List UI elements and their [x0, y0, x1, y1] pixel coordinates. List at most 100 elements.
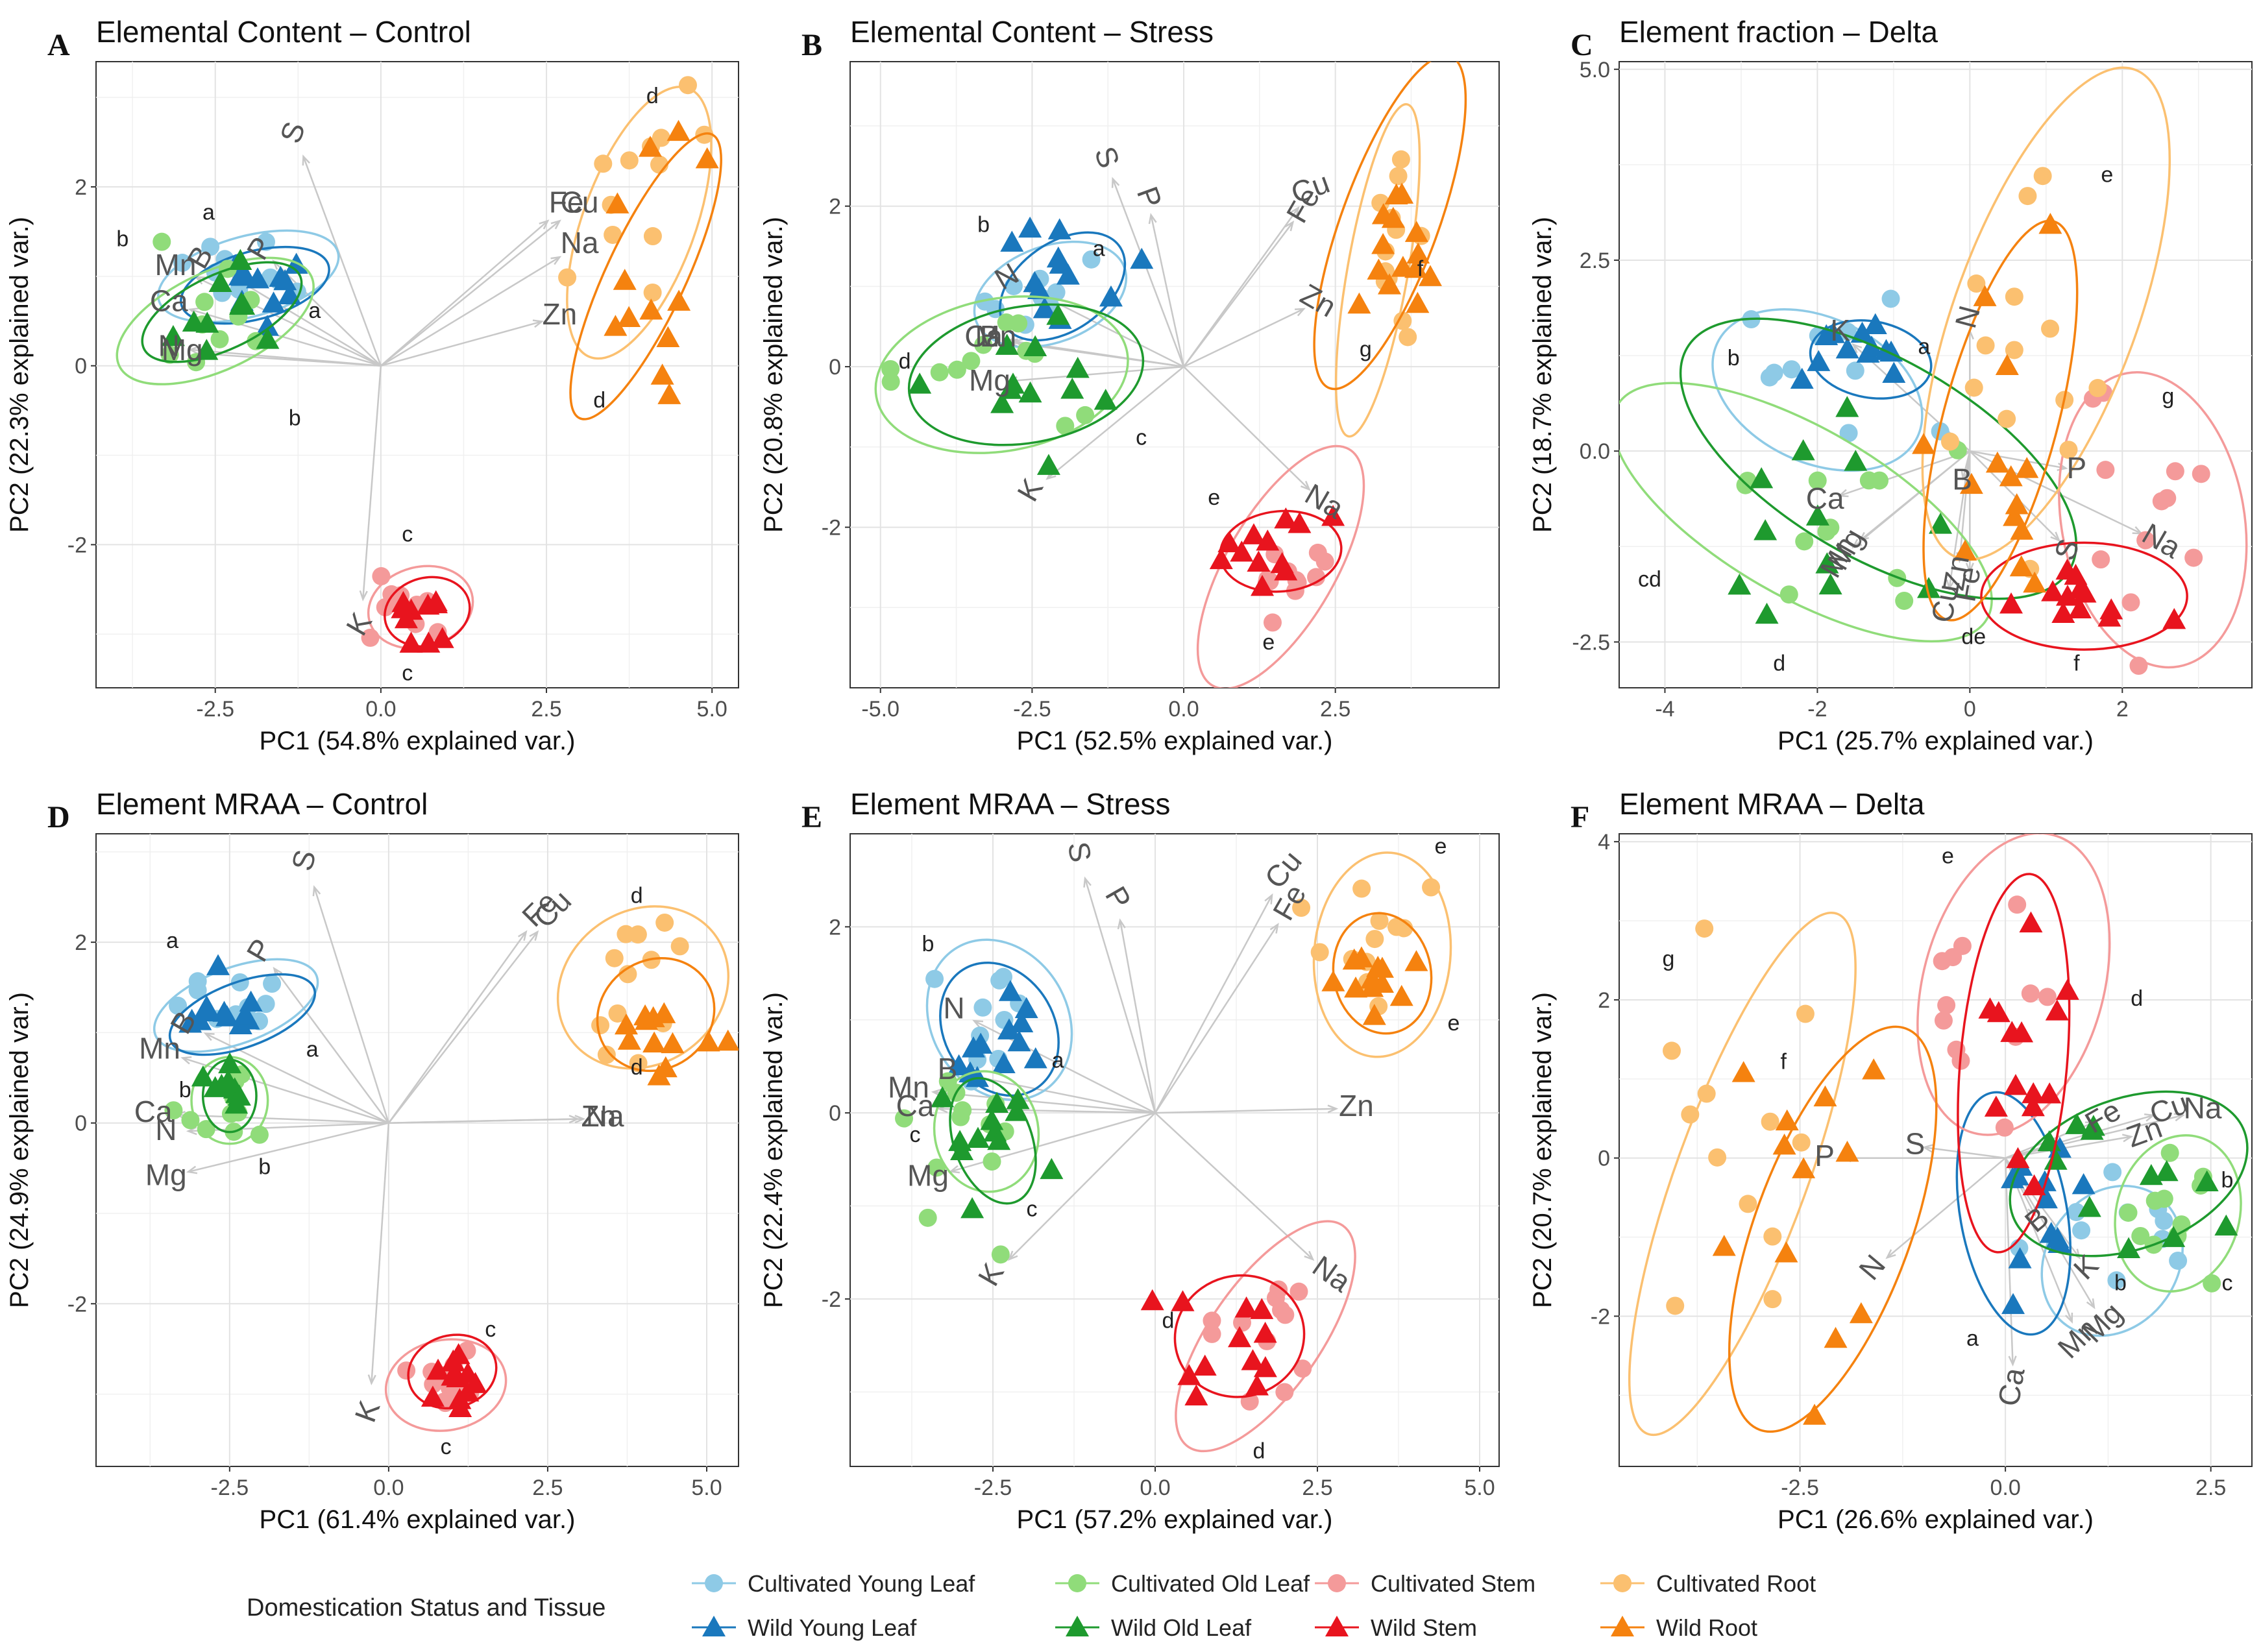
loading-arrowhead	[1946, 579, 1955, 591]
loading-arrow	[1948, 450, 1971, 589]
data-point	[1033, 297, 1057, 319]
panel-title: Element MRAA – Stress	[850, 787, 1170, 821]
data-point	[1060, 378, 1084, 399]
significance-letter: f	[1781, 1049, 1787, 1074]
legend-label: Wild Root	[1656, 1614, 1757, 1641]
data-point	[1978, 997, 2002, 1019]
loading-label: Mg	[907, 1159, 949, 1193]
significance-letter: a	[1918, 334, 1930, 359]
panel-letter: F	[1570, 800, 1589, 834]
data-point	[1731, 1061, 1755, 1082]
loading-label: Mg	[162, 333, 203, 367]
x-tick-label: 0.0	[1990, 1476, 2020, 1500]
loading-arrow	[380, 256, 561, 367]
data-point	[1895, 591, 1914, 610]
data-point	[2046, 1226, 2070, 1248]
legend-label: Cultivated Stem	[1371, 1570, 1535, 1597]
data-point	[2003, 505, 2027, 526]
panel-D: -2.5 0.0 2.5 5.0-202SPBMnCaNMgFeCuZnNaKaabb…	[5, 787, 739, 1534]
x-tick-label: -2.5	[1013, 697, 1051, 722]
panel-letter: D	[47, 800, 70, 834]
significance-letter: cd	[1638, 567, 1661, 592]
significance-letter: e	[2101, 163, 2113, 188]
data-point	[643, 283, 662, 302]
x-tick-label: -4	[1655, 697, 1674, 722]
loading-label: Ca	[134, 1095, 173, 1128]
data-point	[961, 1036, 985, 1058]
loading-arrow	[273, 967, 389, 1124]
data-point	[931, 1086, 955, 1108]
loading-arrow	[1183, 366, 1310, 491]
y-tick-label: 0	[829, 355, 841, 380]
data-point	[2107, 1271, 2126, 1290]
data-point	[1253, 1321, 1277, 1343]
significance-letter: d	[646, 84, 659, 108]
panel-letter: E	[801, 800, 822, 834]
data-point	[256, 232, 275, 251]
confidence-ellipse	[907, 303, 1145, 446]
data-point	[1005, 1100, 1029, 1121]
loading-arrowhead	[518, 930, 528, 941]
loading-arrow	[938, 1108, 1156, 1114]
data-point	[2005, 341, 2023, 359]
y-tick-label: -2	[67, 533, 87, 557]
data-point	[995, 334, 1019, 355]
confidence-ellipse	[556, 905, 730, 1070]
data-point	[2034, 1187, 2058, 1209]
data-point	[1006, 1088, 1030, 1110]
data-point	[255, 315, 279, 336]
data-point	[951, 1108, 970, 1126]
confidence-ellipse	[1619, 382, 1993, 643]
significance-letter: e	[1262, 630, 1275, 655]
y-axis-label: PC2 (18.7% explained var.)	[1528, 217, 1557, 533]
data-point	[2008, 1247, 2032, 1269]
loading-label: K	[1830, 313, 1850, 347]
data-point	[992, 1052, 1016, 1074]
data-point	[1999, 592, 2023, 614]
loading-arrowhead	[203, 1032, 215, 1041]
data-point	[716, 1029, 739, 1051]
data-point	[1184, 1384, 1208, 1405]
data-point	[1250, 1298, 1274, 1319]
y-tick-label: 2	[829, 915, 841, 940]
data-point	[2136, 531, 2155, 550]
data-point	[1964, 378, 1983, 397]
loading-label: Na	[561, 226, 599, 260]
data-point	[2010, 1021, 2034, 1043]
significance-letter: c	[1136, 425, 1147, 450]
data-point	[613, 269, 637, 290]
confidence-ellipse	[1922, 219, 2079, 622]
data-point	[1203, 1324, 1221, 1343]
data-point	[998, 980, 1022, 1001]
confidence-ellipse	[384, 1338, 507, 1432]
data-point	[1813, 1085, 1837, 1107]
legend-label: Cultivated Young Leaf	[748, 1570, 975, 1597]
data-point	[657, 383, 681, 404]
significance-letter: c	[441, 1435, 452, 1459]
loading-arrowhead	[2173, 1113, 2185, 1122]
data-point	[614, 1013, 638, 1035]
confidence-ellipse	[1175, 1220, 1356, 1453]
loading-arrowhead	[2121, 1134, 2134, 1143]
data-point	[164, 1101, 183, 1120]
data-point	[2162, 608, 2186, 629]
data-point	[256, 328, 280, 349]
data-point	[1007, 1030, 1031, 1052]
data-point	[1959, 472, 1983, 494]
data-point	[1056, 263, 1080, 285]
data-point	[2021, 1095, 2045, 1117]
data-point	[2077, 1196, 2101, 1217]
data-point	[918, 1208, 937, 1227]
y-tick-label: 4	[1598, 830, 1610, 855]
y-tick-label: 2	[75, 175, 87, 200]
data-point	[1018, 381, 1042, 403]
confidence-ellipse	[1957, 873, 2071, 1254]
data-point	[2103, 1163, 2122, 1182]
data-point	[2088, 379, 2107, 398]
data-point	[695, 147, 719, 169]
data-point	[456, 1362, 480, 1383]
data-point	[1805, 504, 1829, 526]
